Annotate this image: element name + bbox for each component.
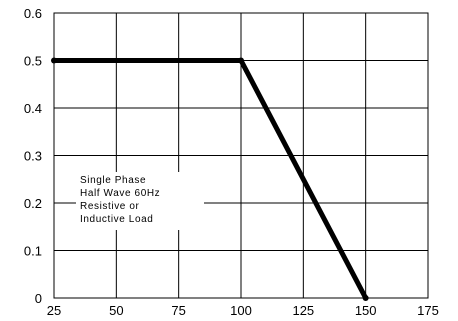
y-tick-label: 0 bbox=[35, 291, 42, 306]
annotation-line-3: Resistive or bbox=[80, 201, 140, 212]
y-tick-label: 0.4 bbox=[24, 101, 42, 116]
y-tick-label: 0.5 bbox=[24, 54, 42, 69]
series-point bbox=[362, 295, 369, 301]
x-tick-label: 75 bbox=[171, 303, 185, 318]
series-point bbox=[238, 57, 244, 64]
y-tick-label: 0.2 bbox=[24, 196, 42, 211]
annotation-box: Single Phase Half Wave 60Hz Resistive or… bbox=[76, 172, 204, 230]
x-tick-label: 125 bbox=[292, 303, 314, 318]
x-tick-label: 150 bbox=[355, 303, 377, 318]
annotation-line-1: Single Phase bbox=[80, 175, 146, 186]
x-tick-label: 25 bbox=[47, 303, 61, 318]
annotation-line-4: Inductive Load bbox=[80, 214, 153, 225]
plot-frame bbox=[53, 12, 429, 299]
y-tick-label: 0.6 bbox=[24, 6, 42, 21]
y-tick-label: 0.1 bbox=[24, 244, 42, 259]
x-tick-label: 100 bbox=[230, 303, 252, 318]
x-axis-ticks: 25 50 75 100 125 150 175 bbox=[47, 303, 439, 318]
annotation-background bbox=[76, 172, 204, 230]
y-axis-ticks: 0 0.1 0.2 0.3 0.4 0.5 0.6 bbox=[24, 6, 42, 306]
annotation-line-2: Half Wave 60Hz bbox=[80, 188, 160, 199]
series-point bbox=[51, 57, 57, 64]
series bbox=[51, 57, 369, 301]
x-tick-label: 50 bbox=[109, 303, 123, 318]
x-tick-label: 175 bbox=[417, 303, 439, 318]
y-tick-label: 0.3 bbox=[24, 149, 42, 164]
